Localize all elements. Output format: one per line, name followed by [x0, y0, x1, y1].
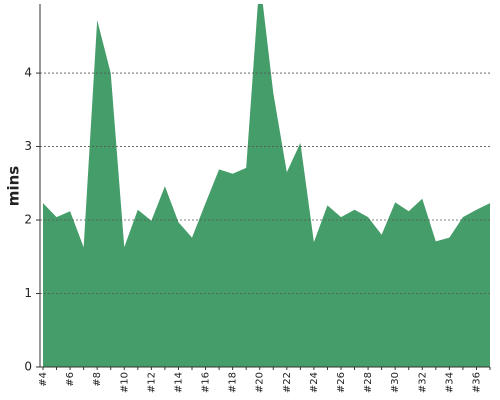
- area: [43, 4, 490, 367]
- x-tick-label: #16: [201, 372, 212, 393]
- x-tick-label: #14: [173, 372, 184, 393]
- x-tick-label: #12: [146, 372, 157, 393]
- x-tick-label: #10: [119, 372, 130, 393]
- x-tick-label: #20: [255, 372, 266, 393]
- y-tick-label: 4: [24, 66, 32, 80]
- x-tick-label: #32: [417, 372, 428, 393]
- x-tick-label: #4: [38, 372, 49, 387]
- x-tick-label: #26: [336, 372, 347, 393]
- x-tick-label: #30: [390, 372, 401, 393]
- y-axis-label: mins: [5, 166, 23, 206]
- x-tick-label: #34: [444, 372, 455, 393]
- y-tick-label: 3: [24, 139, 32, 153]
- y-tick-label: 1: [24, 286, 32, 300]
- x-tick-label: #22: [282, 372, 293, 393]
- x-tick-label: #18: [228, 372, 239, 393]
- y-tick-label: 0: [24, 360, 32, 374]
- x-tick-label: #6: [65, 372, 76, 387]
- y-tick-label: 2: [24, 213, 32, 227]
- x-tick-label: #28: [363, 372, 374, 393]
- x-tick-label: #24: [309, 372, 320, 393]
- x-tick-label: #36: [471, 372, 482, 393]
- x-tick-label: #8: [92, 372, 103, 387]
